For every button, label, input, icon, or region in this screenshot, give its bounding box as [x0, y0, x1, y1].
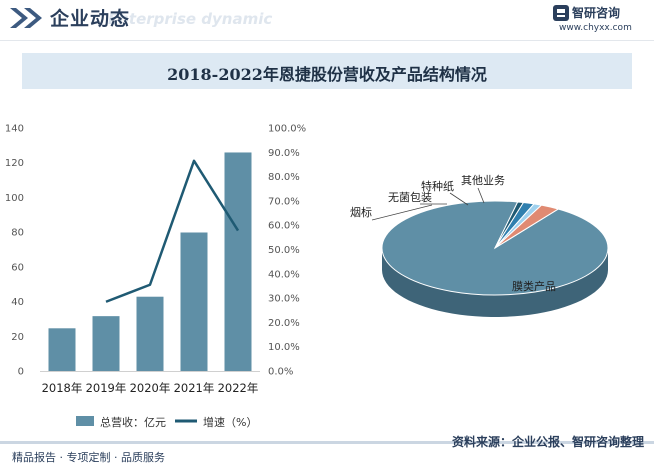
right-axis-tick-label: 70.0%: [268, 196, 300, 207]
pie-slice-label: 烟标: [350, 205, 372, 219]
brand-url: www.chyxx.com: [559, 23, 632, 33]
right-axis-tick-label: 90.0%: [268, 148, 300, 159]
right-axis-tick-label: 40.0%: [268, 269, 300, 280]
revenue-bar: [92, 316, 120, 371]
left-axis-tick-label: 0: [18, 367, 24, 378]
pie-slice-label: 特种纸: [421, 179, 454, 193]
left-y-axis: 0 20 40 60 80 100 120 140: [5, 124, 24, 378]
category-label: 2021年: [174, 381, 215, 395]
pie-leader-line: [371, 204, 433, 221]
double-arrow-icon: [10, 8, 42, 28]
left-axis-tick-label: 140: [5, 124, 24, 135]
revenue-bar: [224, 152, 252, 371]
left-axis-tick-label: 100: [5, 193, 24, 204]
x-axis-categories: 2018年 2019年 2020年 2021年 2022年: [42, 381, 259, 395]
header-divider: [0, 40, 654, 41]
pie-leader-line: [477, 187, 485, 204]
left-axis-tick-label: 40: [11, 297, 24, 308]
left-axis-tick-label: 60: [11, 262, 24, 273]
growth-line-series: [105, 159, 240, 303]
right-axis-tick-label: 20.0%: [268, 318, 300, 329]
revenue-bar: [136, 296, 164, 371]
pie-slice-label: 膜类产品: [512, 279, 556, 293]
pie-leader-line: [449, 192, 469, 206]
left-axis-tick-label: 20: [11, 332, 24, 343]
category-label: 2019年: [86, 381, 127, 395]
legend-bar-swatch: [76, 416, 94, 426]
pie-slice-label: 无菌包装: [388, 191, 432, 204]
footer-divider: [0, 441, 654, 444]
revenue-bar: [48, 328, 76, 371]
legend-label-revenue: 总营收：亿元: [100, 416, 166, 429]
right-axis-tick-label: 10.0%: [268, 342, 300, 353]
chart-title: 2018-2022年恩捷股份营收及产品结构情况: [167, 65, 487, 84]
left-axis-tick-label: 120: [5, 158, 24, 169]
pie-slice: [494, 204, 560, 249]
revenue-bar: [180, 232, 208, 371]
right-axis-tick-label: 60.0%: [268, 221, 300, 232]
left-axis-tick-label: 80: [11, 228, 24, 239]
category-label: 2020年: [130, 381, 171, 395]
growth-line: [105, 159, 240, 303]
brand-mark-icon: [553, 5, 569, 21]
right-axis-tick-label: 80.0%: [268, 172, 300, 183]
category-label: 2022年: [218, 381, 259, 395]
header-title: 企业动态: [50, 8, 131, 30]
right-axis-tick-label: 0.0%: [268, 367, 293, 378]
legend-label-growth: 增速（%）: [203, 416, 258, 429]
right-axis-tick-label: 50.0%: [268, 245, 300, 256]
right-axis-tick-label: 30.0%: [268, 294, 300, 305]
header: Enterprise dynamic 企业动态 智研咨询 www.chyxx.c…: [0, 0, 654, 41]
brand-name: 智研咨询: [572, 6, 621, 20]
legend-line-swatch: [175, 419, 197, 423]
chart-title-band: 2018-2022年恩捷股份营收及产品结构情况: [22, 53, 632, 89]
footer-tagline: 精品报告 · 专项定制 · 品质服务: [12, 451, 165, 464]
pie-slice-label: 其他业务: [461, 174, 505, 187]
header-subtitle: Enterprise dynamic: [108, 10, 273, 28]
footer-source: 资料来源：企业公报、智研咨询整理: [451, 435, 644, 449]
right-y-axis: 0.0% 10.0% 20.0% 30.0% 40.0% 50.0% 60.0% 70.0% 8…: [268, 124, 306, 378]
pie-side-wall: [382, 248, 608, 317]
right-axis-tick-label: 100.0%: [268, 124, 306, 135]
bar-series: [40, 152, 260, 372]
brand-logo: 智研咨询 www.chyxx.com: [553, 3, 653, 37]
category-label: 2018年: [42, 381, 83, 395]
